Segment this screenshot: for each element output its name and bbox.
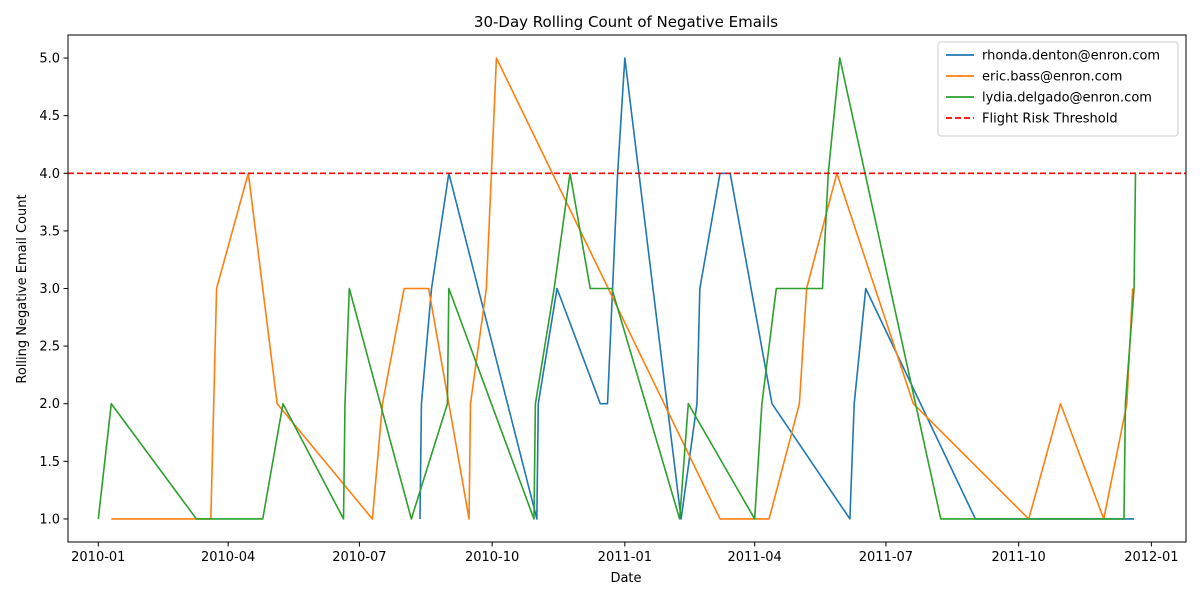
x-tick-label: 2012-01 bbox=[1124, 550, 1178, 565]
series-line-3 bbox=[97, 57, 1137, 520]
x-tick-label: 2011-10 bbox=[991, 550, 1045, 565]
y-axis: 1.0 1.5 2.0 2.5 3.0 3.5 4.0 4.5 5.0 bbox=[39, 52, 68, 527]
y-tick-label: 4.0 bbox=[39, 167, 60, 182]
legend-label: Flight Risk Threshold bbox=[982, 112, 1118, 127]
x-tick-label: 2011-04 bbox=[728, 550, 782, 565]
y-tick-label: 3.5 bbox=[39, 224, 60, 239]
y-tick-label: 2.0 bbox=[39, 397, 60, 412]
y-tick-label: 1.5 bbox=[39, 455, 60, 470]
y-tick-label: 1.0 bbox=[39, 512, 60, 527]
x-tick-label: 2010-01 bbox=[71, 550, 125, 565]
y-axis-label: Rolling Negative Email Count bbox=[15, 194, 30, 383]
x-axis: 2010-01 2010-04 2010-07 2010-10 2011-01 2011-… bbox=[71, 542, 1179, 565]
y-tick-label: 5.0 bbox=[39, 52, 60, 67]
x-axis-label: Date bbox=[610, 571, 641, 586]
legend-box bbox=[937, 41, 1179, 137]
legend-label: rhonda.denton@enron.com bbox=[982, 49, 1160, 64]
legend-label: lydia.delgado@enron.com bbox=[982, 91, 1152, 106]
x-tick-label: 2011-07 bbox=[859, 550, 913, 565]
x-tick-label: 2010-10 bbox=[465, 550, 519, 565]
y-tick-label: 3.0 bbox=[39, 282, 60, 297]
legend-label: eric.bass@enron.com bbox=[982, 70, 1122, 85]
x-tick-label: 2010-04 bbox=[201, 550, 255, 565]
legend: rhonda.denton@enron.com eric.bass@enron.c… bbox=[937, 41, 1179, 137]
series-line-1 bbox=[419, 57, 1135, 520]
plot-area bbox=[68, 57, 1186, 520]
y-tick-label: 2.5 bbox=[39, 340, 60, 355]
x-tick-label: 2010-07 bbox=[332, 550, 386, 565]
x-tick-label: 2011-01 bbox=[598, 550, 652, 565]
plot-frame bbox=[67, 34, 1187, 543]
y-tick-label: 4.5 bbox=[39, 109, 60, 124]
chart-title: 30-Day Rolling Count of Negative Emails bbox=[474, 13, 778, 31]
